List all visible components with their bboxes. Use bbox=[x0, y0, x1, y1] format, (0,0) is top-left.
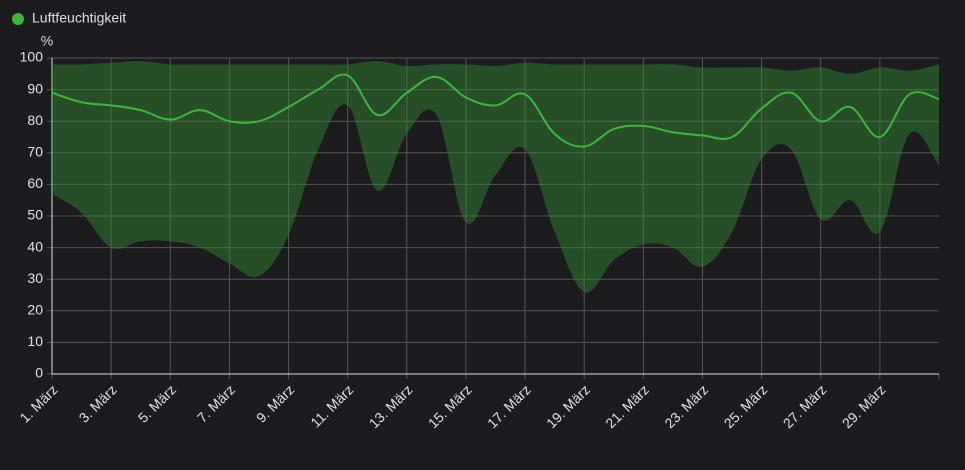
y-tick-label: 30 bbox=[27, 270, 43, 286]
legend-marker bbox=[12, 13, 24, 25]
y-tick-label: 40 bbox=[27, 238, 43, 254]
y-tick-label: 60 bbox=[27, 175, 43, 191]
y-tick-label: 70 bbox=[27, 144, 43, 160]
y-tick-label: 50 bbox=[27, 207, 43, 223]
y-tick-label: 10 bbox=[27, 333, 43, 349]
y-tick-label: 90 bbox=[27, 80, 43, 96]
y-tick-label: 100 bbox=[20, 49, 44, 65]
y-unit: % bbox=[41, 33, 53, 49]
y-tick-label: 20 bbox=[27, 302, 43, 318]
y-tick-label: 0 bbox=[35, 365, 43, 381]
legend-label: Luftfeuchtigkeit bbox=[32, 10, 126, 26]
range-band bbox=[52, 61, 939, 293]
line bbox=[51, 73, 940, 148]
y-tick-label: 80 bbox=[27, 112, 43, 128]
